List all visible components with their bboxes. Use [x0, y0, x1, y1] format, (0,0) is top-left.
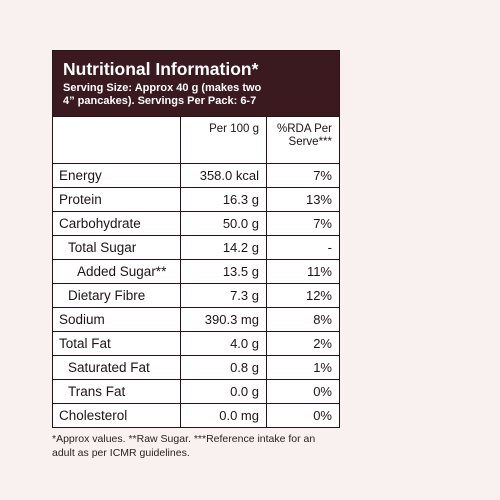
table-row: Total Fat 4.0 g 2%	[53, 331, 339, 356]
header-rda-line-1: %RDA Per	[277, 123, 332, 135]
header-rda-cell: %RDA Per Serve***	[266, 116, 339, 164]
per100g-value: 50.0 g	[180, 211, 267, 236]
nutrient-label: Cholesterol	[53, 403, 182, 427]
nutrition-panel: Nutritional Information* Serving Size: A…	[52, 50, 340, 428]
nutrient-label: Dietary Fibre	[53, 283, 182, 308]
table-row: Protein 16.3 g 13%	[53, 187, 339, 212]
per100g-value: 14.2 g	[180, 235, 267, 260]
nutrition-title: Nutritional Information*	[63, 59, 259, 79]
rda-value: 12%	[266, 283, 339, 308]
rda-value: 0%	[266, 403, 339, 427]
per100g-value: 0.8 g	[180, 355, 267, 380]
nutrient-label: Protein	[53, 187, 182, 212]
rda-value: 0%	[266, 379, 339, 404]
table-row: Cholesterol 0.0 mg 0%	[53, 403, 339, 427]
per100g-value: 358.0 kcal	[180, 163, 267, 188]
header-blank-cell	[53, 116, 182, 164]
table-row: Saturated Fat 0.8 g 1%	[53, 355, 339, 380]
header-rda: %RDA Per Serve***	[267, 117, 339, 149]
table-row: Energy 358.0 kcal 7%	[53, 163, 339, 188]
nutrient-label: Energy	[53, 163, 182, 188]
per100g-value: 0.0 mg	[180, 403, 267, 427]
header-rda-line-2: Serve***	[288, 136, 332, 148]
rda-value: 7%	[266, 211, 339, 236]
nutrient-label: Added Sugar**	[53, 259, 182, 284]
table-row: Added Sugar** 13.5 g 11%	[53, 259, 339, 284]
rda-value: 7%	[266, 163, 339, 188]
per100g-value: 7.3 g	[180, 283, 267, 308]
per100g-value: 390.3 mg	[180, 307, 267, 332]
rda-value: 2%	[266, 331, 339, 356]
per100g-value: 0.0 g	[180, 379, 267, 404]
table-row: Carbohydrate 50.0 g 7%	[53, 211, 339, 236]
serving-line-1: Serving Size: Approx 40 g (makes two	[63, 82, 262, 94]
table-row: Total Sugar 14.2 g-	[53, 235, 339, 260]
header-per100g-cell: Per 100 g	[180, 116, 267, 164]
rda-value: -	[266, 235, 339, 260]
nutrition-header: Nutritional Information* Serving Size: A…	[53, 51, 339, 116]
nutrient-label: Total Fat	[53, 331, 182, 356]
rda-value: 13%	[266, 187, 339, 212]
nutrient-label: Total Sugar	[53, 235, 182, 260]
table-row: Dietary Fibre 7.3 g 12%	[53, 283, 339, 308]
rda-value: 1%	[266, 355, 339, 380]
nutrient-label: Carbohydrate	[53, 211, 182, 236]
rda-value: 11%	[266, 259, 339, 284]
nutrition-table: Per 100 g %RDA Per Serve*** Energy 358.0 …	[53, 116, 339, 427]
per100g-value: 13.5 g	[180, 259, 267, 284]
nutrient-label: Sodium	[53, 307, 182, 332]
table-row: Sodium 390.3 mg 8%	[53, 307, 339, 332]
nutrient-label: Saturated Fat	[53, 355, 182, 380]
nutrient-label: Trans Fat	[53, 379, 182, 404]
header-per100g: Per 100 g	[209, 123, 259, 135]
per100g-value: 4.0 g	[180, 331, 267, 356]
rda-value: 8%	[266, 307, 339, 332]
footnote-line-1: *Approx values. **Raw Sugar. ***Referenc…	[52, 433, 316, 445]
table-header-row: Per 100 g %RDA Per Serve***	[53, 116, 339, 164]
footnote-line-2: adult as per ICMR guidelines.	[52, 447, 190, 459]
serving-line-2: 4” pancakes). Servings Per Pack: 6-7	[63, 94, 257, 107]
footnote: *Approx values. **Raw Sugar. ***Referenc…	[52, 432, 352, 460]
per100g-value: 16.3 g	[180, 187, 267, 212]
table-row: Trans Fat 0.0 g 0%	[53, 379, 339, 404]
serving-info: Serving Size: Approx 40 g (makes two 4” …	[63, 82, 329, 107]
